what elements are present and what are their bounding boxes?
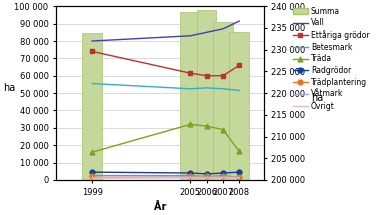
- Y-axis label: ha: ha: [311, 93, 323, 103]
- Legend: Summa, Vall, Ettåriga grödor, Betesmark, Träda, Radgrödor, Trädplantering, Våtma: Summa, Vall, Ettåriga grödor, Betesmark,…: [293, 7, 370, 111]
- Bar: [229, 32, 249, 180]
- X-axis label: År: År: [154, 202, 166, 212]
- Y-axis label: ha: ha: [3, 83, 15, 93]
- Bar: [213, 22, 233, 180]
- Bar: [197, 10, 216, 180]
- Bar: [82, 33, 102, 180]
- Bar: [180, 12, 200, 180]
